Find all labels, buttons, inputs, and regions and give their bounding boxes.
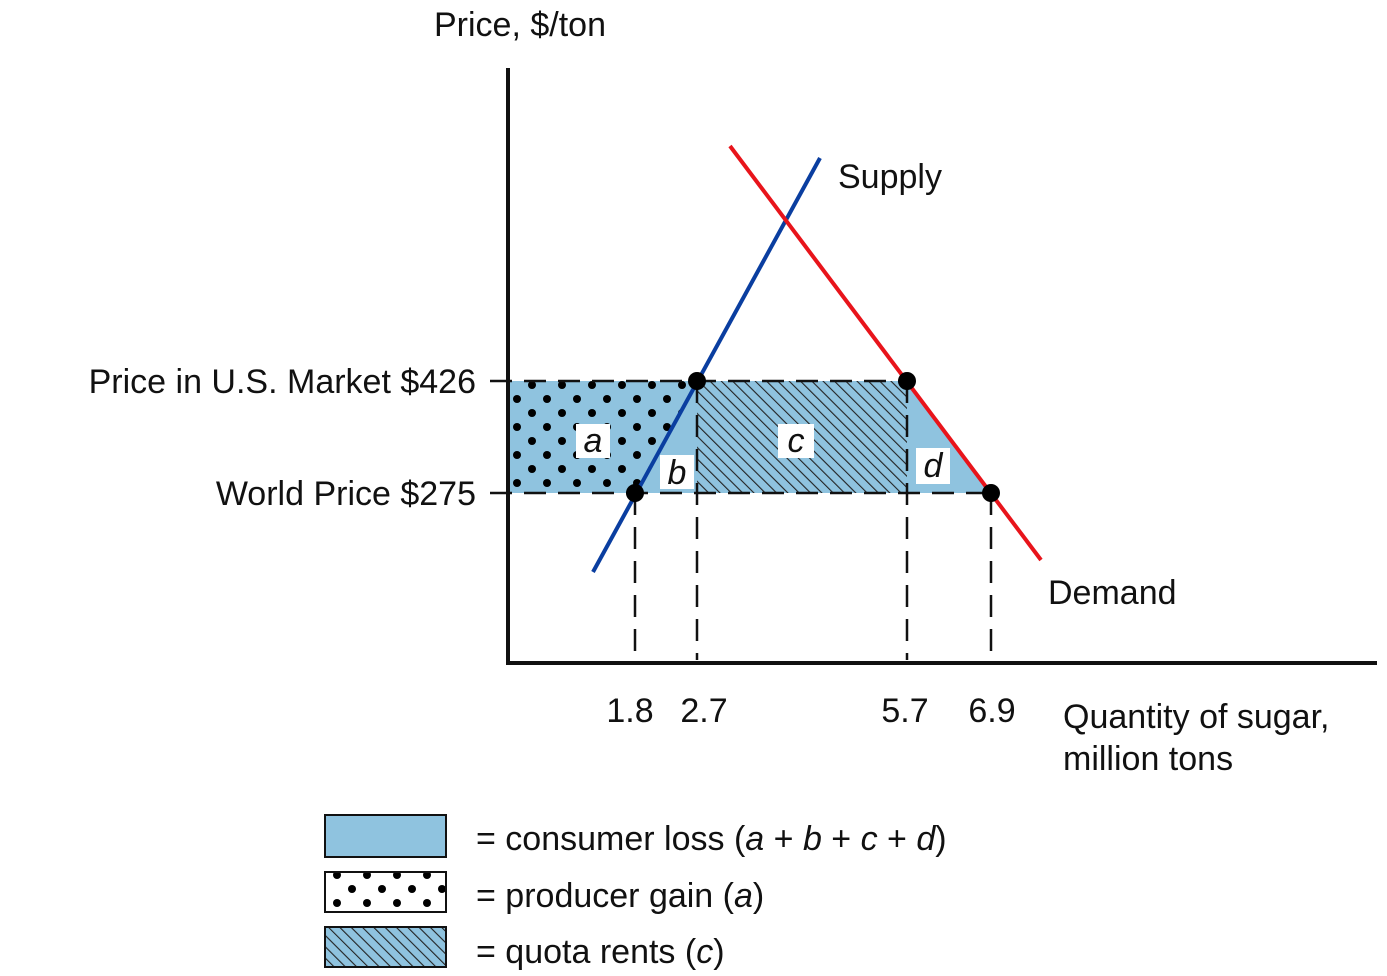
x-tick-label: 1.8 bbox=[606, 692, 653, 730]
x-axis-label: Quantity of sugar, bbox=[1063, 698, 1330, 736]
legend: = consumer loss (a + b + c + d)= produce… bbox=[476, 820, 947, 971]
supply-curve bbox=[591, 157, 822, 573]
legend-swatch bbox=[324, 814, 447, 858]
points bbox=[626, 372, 1000, 502]
legend-swatch bbox=[324, 926, 447, 968]
x-tick-label: 2.7 bbox=[680, 692, 727, 730]
area-label-boxes bbox=[576, 424, 950, 489]
legend-swatch bbox=[324, 871, 447, 913]
legend-label-part: ) bbox=[753, 877, 764, 915]
legend-label-part: = consumer loss ( bbox=[476, 820, 746, 858]
legend-label-part: c bbox=[696, 933, 713, 971]
legend-label-part: d bbox=[916, 820, 936, 858]
area-label: a bbox=[584, 422, 603, 460]
axes bbox=[506, 68, 1377, 665]
legend-label-part: = quota rents ( bbox=[476, 933, 697, 971]
x-tick-label: 6.9 bbox=[968, 692, 1015, 730]
price-label: Price in U.S. Market $426 bbox=[89, 363, 476, 401]
legend-label-part: c bbox=[861, 820, 878, 858]
curve-label: Supply bbox=[838, 158, 942, 196]
area-label: b bbox=[668, 454, 687, 492]
legend-label-part: a bbox=[745, 820, 764, 858]
legend-label: = quota rents (c) bbox=[476, 933, 725, 971]
area-label: c bbox=[788, 422, 805, 460]
x-axis-label: million tons bbox=[1063, 740, 1233, 778]
legend-label-part: a bbox=[734, 877, 753, 915]
y-axis-label: Price, $/ton bbox=[434, 6, 606, 44]
legend-label: = consumer loss (a + b + c + d) bbox=[476, 820, 947, 858]
legend-label-part: = producer gain ( bbox=[476, 877, 735, 915]
legend-label-part: b bbox=[803, 820, 822, 858]
curve-label: Demand bbox=[1048, 574, 1177, 612]
x-tick-label: 5.7 bbox=[881, 692, 928, 730]
area-label: d bbox=[924, 447, 944, 485]
price-label: World Price $275 bbox=[216, 475, 476, 513]
legend-label-part: + bbox=[764, 820, 803, 858]
legend-label-part: ) bbox=[713, 933, 724, 971]
legend-label-part: ) bbox=[935, 820, 946, 858]
legend-label-part: + bbox=[878, 820, 917, 858]
legend-label-part: + bbox=[822, 820, 861, 858]
legend-label: = producer gain (a) bbox=[476, 877, 764, 915]
